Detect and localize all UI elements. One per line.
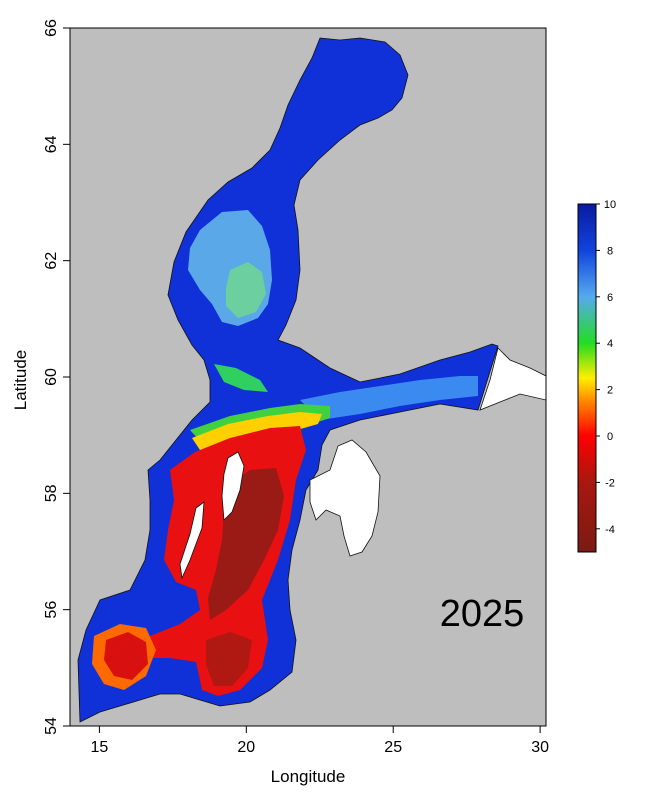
colorbar-tick-label: 8 xyxy=(607,245,613,257)
x-axis: 15 20 25 30 xyxy=(90,726,549,756)
finland-east-land xyxy=(479,347,546,411)
year-label: 2025 xyxy=(440,593,525,635)
deep-water-core-south xyxy=(206,632,252,686)
x-tick-label: 20 xyxy=(237,739,255,756)
bornholm-basin-core xyxy=(104,632,148,680)
colorbar-tick-label: 4 xyxy=(607,338,613,350)
colorbar-gradient xyxy=(577,203,597,553)
x-tick-label: 25 xyxy=(384,739,402,756)
y-tick-label: 62 xyxy=(43,252,60,270)
colorbar-tick-label: 2 xyxy=(607,385,613,397)
archipelago-green xyxy=(214,364,268,392)
y-axis: 54 56 58 60 62 64 66 xyxy=(43,19,70,735)
sea-field xyxy=(77,37,546,723)
colorbar: -4 -2 0 2 4 6 8 10 xyxy=(577,199,616,553)
x-tick-label: 30 xyxy=(531,739,549,756)
colorbar-tick-label: 0 xyxy=(607,431,613,443)
colorbar-tick-label: 6 xyxy=(607,292,613,304)
colorbar-tick-label: -2 xyxy=(605,477,615,489)
gotland-island xyxy=(221,451,245,521)
colorbar-tick-label: 10 xyxy=(604,199,616,211)
x-axis-title: Longitude xyxy=(271,767,346,786)
gulf-of-finland-band xyxy=(300,376,478,420)
oland-island xyxy=(179,501,205,580)
colorbar-ticks: -4 -2 0 2 4 6 8 10 xyxy=(596,199,616,536)
y-tick-label: 54 xyxy=(43,717,60,735)
colorbar-tick-label: -4 xyxy=(605,524,615,536)
y-tick-label: 60 xyxy=(43,368,60,386)
riga-land xyxy=(309,439,381,557)
y-axis-title: Latitude xyxy=(11,350,30,411)
x-tick-label: 15 xyxy=(90,739,108,756)
y-tick-label: 64 xyxy=(43,135,60,153)
y-tick-label: 66 xyxy=(43,19,60,37)
bothnian-sea-green xyxy=(226,262,266,318)
y-tick-label: 56 xyxy=(43,601,60,619)
y-tick-label: 58 xyxy=(43,484,60,502)
